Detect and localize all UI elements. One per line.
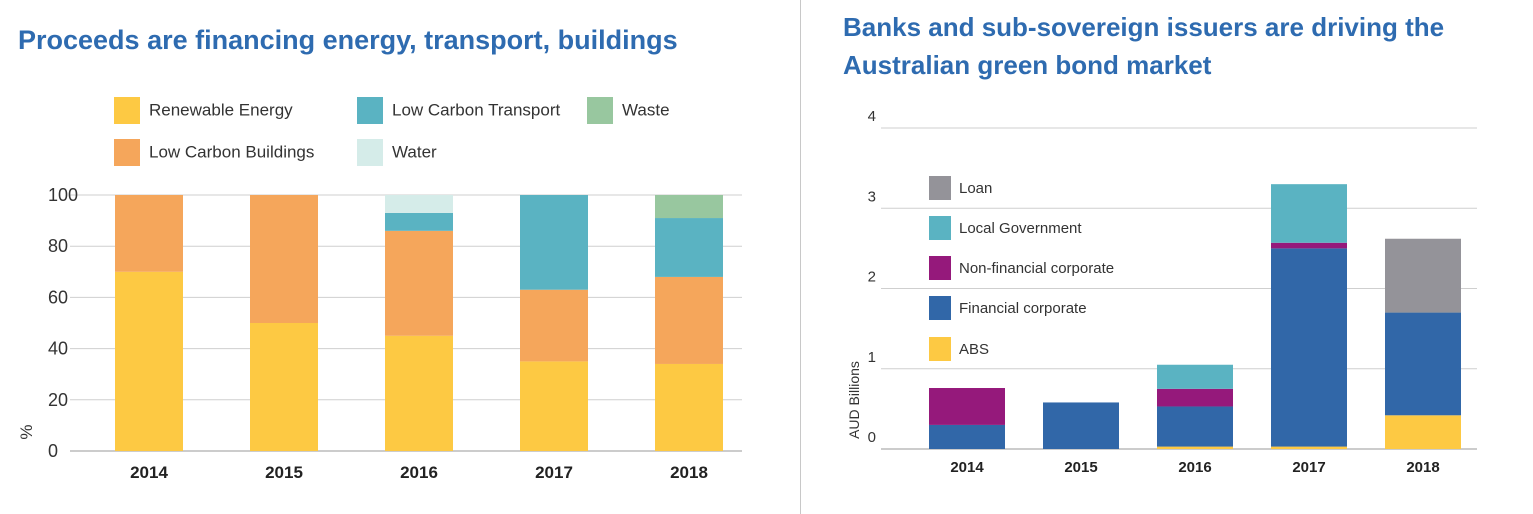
legend-swatch-renewable-energy <box>114 97 140 124</box>
right-chart-title: Banks and sub-sovereign issuers are driv… <box>843 12 1445 80</box>
y-tick-label: 1 <box>868 349 876 366</box>
y-tick-label: 4 <box>868 108 876 125</box>
bar-low-carbon-buildings-2018 <box>655 276 723 364</box>
x-tick-label: 2017 <box>1292 459 1325 476</box>
x-tick-label: 2015 <box>1064 459 1097 476</box>
y-tick-label: 0 <box>868 429 876 446</box>
legend-swatch-low-carbon-transport <box>357 97 383 124</box>
legend-label-water: Water <box>392 143 437 162</box>
bar-renewable-energy-2017 <box>520 361 588 451</box>
legend-swatch-non-financial-corporate <box>929 256 951 280</box>
bar-low-carbon-buildings-2015 <box>250 195 318 323</box>
bar-low-carbon-transport-2018 <box>655 218 723 277</box>
bar-financial-corporate-2018 <box>1385 312 1461 416</box>
y-tick-label: 2 <box>868 269 876 286</box>
y-tick-label: 20 <box>48 390 68 410</box>
bar-low-carbon-buildings-2017 <box>520 289 588 362</box>
bar-local-government-2017 <box>1271 184 1347 243</box>
bar-water-2016 <box>385 195 453 213</box>
x-tick-label: 2015 <box>265 463 303 482</box>
bar-financial-corporate-2016 <box>1157 406 1233 447</box>
y-axis-label: AUD Billions <box>846 361 862 439</box>
y-axis-label: % <box>17 424 36 439</box>
bar-renewable-energy-2014 <box>115 271 183 451</box>
legend-label-loan: Loan <box>959 180 992 197</box>
bar-loan-2018 <box>1385 238 1461 313</box>
x-tick-label: 2014 <box>130 463 168 482</box>
x-tick-label: 2014 <box>950 459 984 476</box>
legend-swatch-abs <box>929 337 951 361</box>
left-chart-title: Proceeds are financing energy, transport… <box>18 25 678 55</box>
legend-swatch-waste <box>587 97 613 124</box>
left-chart-panel: Proceeds are financing energy, transport… <box>17 25 742 482</box>
bar-renewable-energy-2015 <box>250 323 318 451</box>
legend-label-renewable-energy: Renewable Energy <box>149 101 293 120</box>
x-tick-label: 2018 <box>670 463 708 482</box>
x-tick-label: 2016 <box>1178 459 1211 476</box>
y-tick-label: 3 <box>868 188 876 205</box>
bar-non-financial-corporate-2016 <box>1157 388 1233 407</box>
bar-low-carbon-transport-2016 <box>385 212 453 231</box>
right-chart-panel: Banks and sub-sovereign issuers are driv… <box>801 0 1533 514</box>
bar-non-financial-corporate-2017 <box>1271 242 1347 249</box>
bar-renewable-energy-2018 <box>655 363 723 451</box>
legend-swatch-water <box>357 139 383 166</box>
legend-label-low-carbon-transport: Low Carbon Transport <box>392 101 560 120</box>
x-tick-label: 2018 <box>1406 459 1439 476</box>
bar-financial-corporate-2017 <box>1271 248 1347 447</box>
bar-low-carbon-transport-2017 <box>520 195 588 290</box>
bar-financial-corporate-2014 <box>929 424 1005 449</box>
panel-divider <box>800 0 801 514</box>
legend-swatch-low-carbon-buildings <box>114 139 140 166</box>
bar-abs-2018 <box>1385 415 1461 449</box>
x-tick-label: 2017 <box>535 463 573 482</box>
left-chart: 0 20 40 60 80 100% 2014 2015 2016 2017 2018 Renewab… <box>17 97 742 482</box>
y-tick-label: 0 <box>48 441 58 461</box>
bar-abs-2017 <box>1271 446 1347 449</box>
bar-low-carbon-buildings-2014 <box>115 195 183 272</box>
legend-swatch-loan <box>929 176 951 200</box>
legend-label-local-government: Local Government <box>959 220 1082 237</box>
x-tick-label: 2016 <box>400 463 438 482</box>
bar-local-government-2016 <box>1157 364 1233 389</box>
bar-waste-2018 <box>655 195 723 219</box>
y-tick-label: 100 <box>48 185 78 205</box>
legend-label-low-carbon-buildings: Low Carbon Buildings <box>149 143 314 162</box>
bar-financial-corporate-2015 <box>1043 402 1119 449</box>
bar-renewable-energy-2016 <box>385 335 453 451</box>
legend-label-financial-corporate: Financial corporate <box>959 300 1087 317</box>
legend-swatch-financial-corporate <box>929 296 951 320</box>
right-chart: 0 1 2 3 4 AUD Billions 2014 2015 2016 2017 2018 Loa… <box>846 108 1477 476</box>
legend-label-non-financial-corporate: Non-financial corporate <box>959 260 1114 277</box>
y-tick-label: 80 <box>48 236 68 256</box>
bar-abs-2016 <box>1157 446 1233 449</box>
legend-label-waste: Waste <box>622 101 670 120</box>
bar-non-financial-corporate-2014 <box>929 388 1005 425</box>
y-tick-label: 60 <box>48 287 68 307</box>
legend-label-abs: ABS <box>959 341 989 358</box>
legend-swatch-local-government <box>929 216 951 240</box>
bar-low-carbon-buildings-2016 <box>385 230 453 336</box>
y-tick-label: 40 <box>48 339 68 359</box>
